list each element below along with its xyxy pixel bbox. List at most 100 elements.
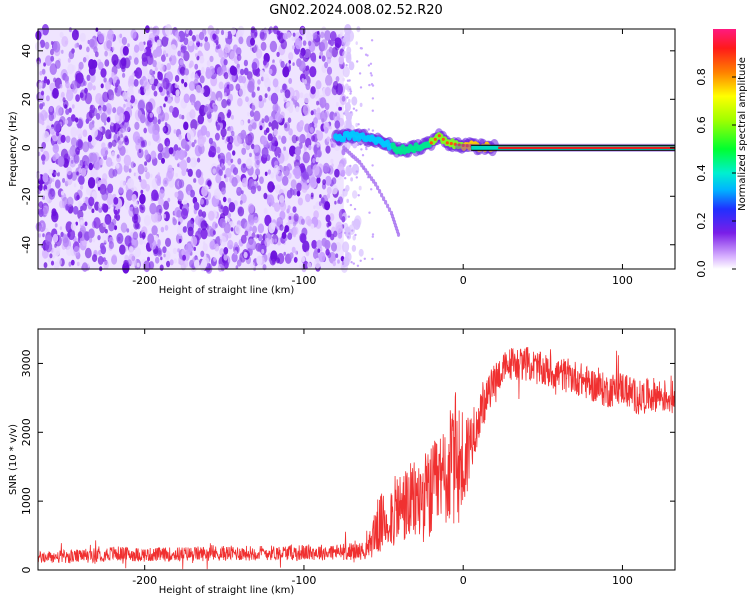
noise-blob <box>226 98 232 107</box>
noise-blob <box>301 256 306 263</box>
noise-blob <box>43 78 47 84</box>
noise-blob <box>310 192 314 198</box>
noise-blob <box>149 52 153 58</box>
noise-blob <box>342 77 345 82</box>
noise-blob <box>88 228 95 239</box>
noise-blob <box>225 177 229 183</box>
noise-blob <box>245 96 249 103</box>
noise-blob <box>205 263 213 274</box>
noise-blob <box>108 134 112 139</box>
noise-blob <box>76 261 80 267</box>
noise-blob <box>101 142 106 150</box>
noise-blob <box>72 205 79 215</box>
noise-blob <box>324 86 331 97</box>
noise-blob <box>256 255 263 265</box>
noise-dot <box>370 74 373 77</box>
noise-blob <box>179 59 184 66</box>
noise-blob <box>183 50 190 62</box>
y-tick-label: 20 <box>20 92 33 106</box>
noise-blob <box>54 179 61 189</box>
noise-blob <box>288 128 293 136</box>
noise-blob <box>162 77 170 90</box>
noise-blob <box>270 237 274 245</box>
noise-blob <box>212 33 217 40</box>
noise-blob <box>223 222 231 234</box>
spectrogram-signal-trace <box>331 128 676 237</box>
noise-blob <box>173 258 177 264</box>
noise-blob <box>127 43 130 48</box>
noise-blob <box>293 256 298 263</box>
noise-blob <box>320 197 325 204</box>
noise-blob <box>295 250 298 255</box>
noise-blob <box>193 246 196 251</box>
noise-blob <box>257 86 260 91</box>
noise-blob <box>156 39 161 47</box>
noise-blob <box>321 55 326 62</box>
noise-blob <box>200 228 208 240</box>
noise-blob <box>163 253 166 258</box>
noise-blob <box>97 32 105 44</box>
x-tick-label: -100 <box>291 574 316 587</box>
noise-blob <box>178 238 182 243</box>
noise-blob <box>221 163 224 168</box>
noise-blob <box>281 175 289 186</box>
noise-blob <box>264 115 270 123</box>
noise-blob <box>86 46 90 53</box>
noise-blob <box>111 139 117 147</box>
noise-blob <box>316 176 321 184</box>
noise-blob <box>152 25 160 37</box>
snr-frame <box>37 328 676 571</box>
noise-blob <box>39 70 43 76</box>
noise-blob <box>166 62 172 71</box>
noise-blob <box>164 96 168 102</box>
noise-blob <box>217 44 221 49</box>
noise-blob <box>204 41 211 51</box>
noise-blob <box>104 121 107 126</box>
noise-blob <box>137 138 141 144</box>
noise-blob <box>134 247 141 258</box>
noise-blob <box>326 193 331 199</box>
noise-blob <box>105 81 111 91</box>
noise-blob <box>251 104 256 111</box>
noise-blob <box>345 226 351 234</box>
noise-blob <box>300 26 306 35</box>
noise-blob <box>123 103 126 108</box>
noise-blob <box>243 251 248 259</box>
noise-blob <box>98 107 103 115</box>
noise-blob <box>86 186 92 196</box>
noise-blob <box>189 93 196 104</box>
noise-blob <box>291 36 295 42</box>
x-tick-label: -200 <box>132 274 157 287</box>
noise-dot <box>369 62 373 65</box>
noise-blob <box>140 140 146 148</box>
spectrogram-x-axis-label: Height of straight line (km) <box>159 285 295 296</box>
noise-blob <box>67 228 76 241</box>
noise-blob <box>110 94 115 101</box>
noise-blob <box>167 197 171 203</box>
noise-blob <box>79 32 86 42</box>
noise-blob <box>140 189 144 194</box>
noise-blob <box>295 106 300 113</box>
noise-blob <box>43 62 46 67</box>
noise-blob <box>231 252 238 263</box>
noise-blob <box>302 151 310 164</box>
noise-blob <box>176 209 182 218</box>
noise-blob <box>283 146 286 151</box>
noise-blob <box>153 90 158 97</box>
noise-blob <box>61 49 64 54</box>
noise-blob <box>191 101 194 106</box>
noise-blob <box>119 33 123 38</box>
noise-blob <box>59 31 64 38</box>
noise-blob <box>334 200 337 205</box>
noise-blob <box>95 93 103 105</box>
noise-blob <box>49 253 53 259</box>
noise-blob <box>258 95 263 102</box>
noise-blob <box>264 214 272 227</box>
noise-blob <box>111 254 118 263</box>
noise-blob <box>325 175 332 186</box>
trace-hot <box>457 143 461 147</box>
noise-blob <box>230 158 234 163</box>
noise-blob <box>112 107 117 114</box>
noise-blob <box>355 122 358 128</box>
noise-blob <box>147 256 150 262</box>
